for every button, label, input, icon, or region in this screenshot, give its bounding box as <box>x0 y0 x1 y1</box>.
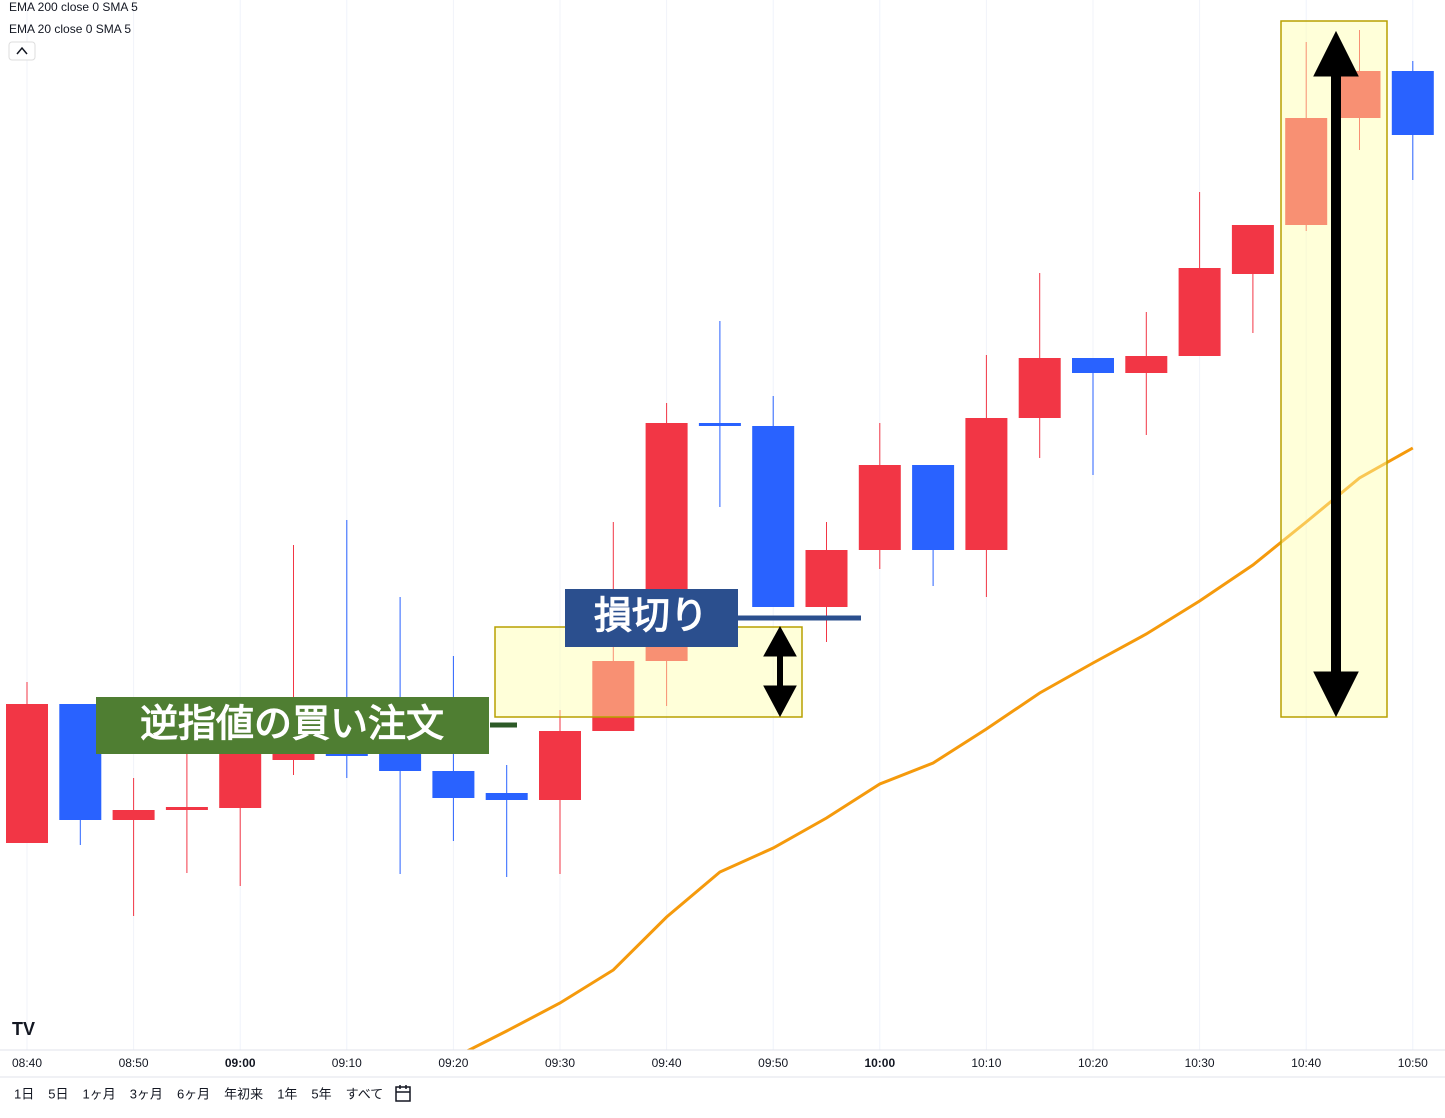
annotation: 損切り <box>594 594 708 638</box>
candle-body <box>1125 356 1168 373</box>
candle-body <box>858 465 901 550</box>
range-button[interactable]: 1日 <box>14 1086 34 1101</box>
candle-body <box>698 423 741 426</box>
x-tick-label: 09:50 <box>758 1056 788 1070</box>
x-tick-label: 10:50 <box>1398 1056 1428 1070</box>
grid <box>26 0 1414 1050</box>
range-button[interactable]: 1ヶ月 <box>82 1086 115 1101</box>
date-range-icon[interactable] <box>395 1085 411 1102</box>
x-tick-label: 09:40 <box>652 1056 682 1070</box>
candle-body <box>1072 358 1114 373</box>
candle-body <box>1018 358 1061 418</box>
arrow <box>763 625 797 718</box>
x-tick-label: 09:10 <box>332 1056 362 1070</box>
range-button[interactable]: 6ヶ月 <box>177 1086 210 1101</box>
arrow <box>1313 30 1359 718</box>
candle-body <box>112 810 155 820</box>
x-tick-label: 08:50 <box>119 1056 149 1070</box>
x-tick-label: 09:20 <box>438 1056 468 1070</box>
collapse-button[interactable] <box>8 41 36 61</box>
x-tick-label: 10:20 <box>1078 1056 1108 1070</box>
ema-layer <box>465 446 1414 1050</box>
candle-body <box>219 750 262 808</box>
candle-body <box>592 661 635 731</box>
x-tick-label: 09:00 <box>225 1056 256 1070</box>
indicator-label: EMA 20 close 0 SMA 5 <box>9 22 131 36</box>
range-button[interactable]: 1年 <box>277 1086 297 1101</box>
chevron-icon <box>16 46 28 55</box>
candle-body <box>539 731 581 800</box>
range-button[interactable]: 3ヶ月 <box>130 1086 163 1101</box>
range-button[interactable]: 年初来 <box>224 1086 263 1101</box>
candle-body <box>965 418 1008 550</box>
range-button[interactable]: 5日 <box>48 1086 68 1101</box>
x-tick-label: 10:10 <box>971 1056 1001 1070</box>
candles <box>6 30 1434 916</box>
x-tick-label: 10:00 <box>864 1056 895 1070</box>
candle-body <box>6 704 48 843</box>
candle-body <box>1338 71 1381 118</box>
ema-line <box>465 446 1414 1050</box>
x-axis: 08:40 08:50 09:00 09:10 09:20 09:30 09:40 09:50… <box>12 1056 1428 1070</box>
x-tick-label: 10:40 <box>1291 1056 1321 1070</box>
x-tick-label: 09:30 <box>545 1056 575 1070</box>
candle-body <box>1178 268 1221 356</box>
candle-body <box>379 752 422 771</box>
annotation: 逆指値の買い注文 <box>140 702 444 746</box>
candle-body <box>59 704 102 820</box>
candle-body <box>752 426 795 607</box>
range-button[interactable]: すべて <box>346 1086 384 1101</box>
annotation-bg <box>96 697 489 754</box>
candle-body <box>1391 71 1434 135</box>
candle-body <box>432 771 475 798</box>
logo: TV <box>12 1019 35 1039</box>
x-tick-label: 08:40 <box>12 1056 42 1070</box>
indicator-label: EMA 200 close 0 SMA 5 <box>9 0 138 14</box>
candle-body <box>1285 118 1328 225</box>
annotation-bg <box>565 589 738 647</box>
candle-body <box>165 807 208 810</box>
candle-body <box>485 793 528 800</box>
x-tick-label: 10:30 <box>1185 1056 1215 1070</box>
toolbar: 1日 5日 1ヶ月 3ヶ月 6ヶ月 年初来 1年 5年 すべて <box>14 1086 383 1101</box>
range-button[interactable]: 5年 <box>311 1086 331 1101</box>
candle-body <box>1231 225 1274 274</box>
candle-body <box>912 465 955 550</box>
candle-body <box>805 550 848 607</box>
